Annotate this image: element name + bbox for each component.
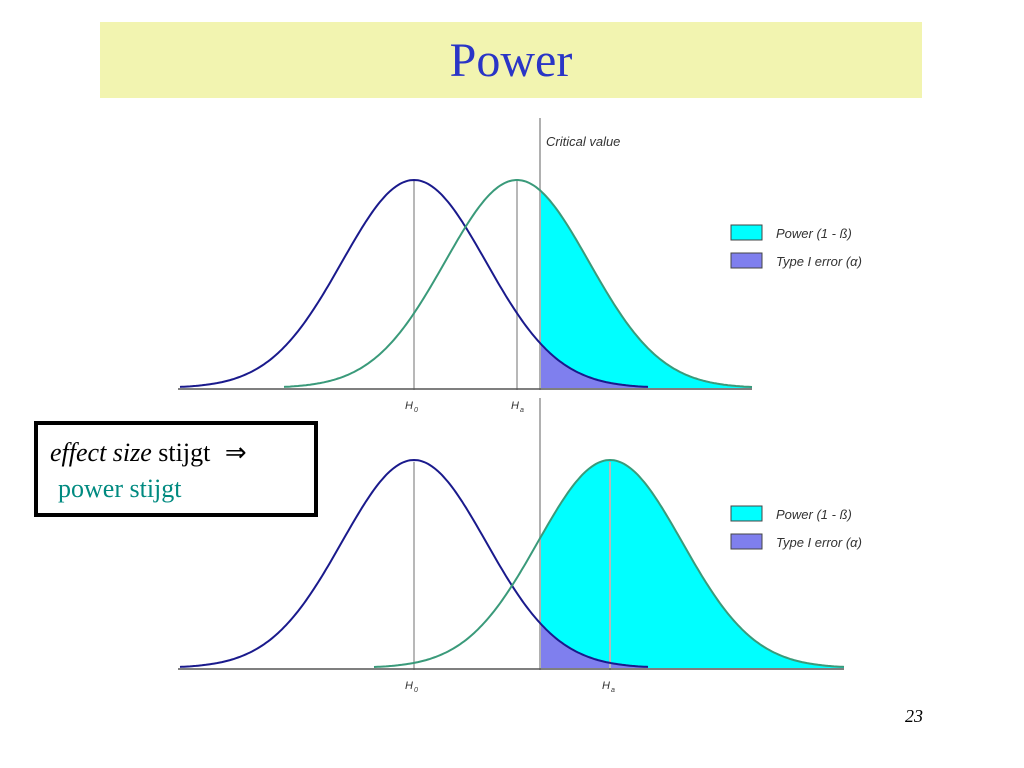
top-h0-label: H: [405, 400, 413, 412]
bottom-legend-power-swatch: [730, 505, 763, 522]
bottom-h0-curve: [179, 458, 649, 668]
bottom-ha-label: H: [602, 680, 610, 692]
top-ha-curve: [283, 179, 753, 388]
critical-value-label: Critical value: [546, 134, 620, 149]
bottom-type1-area: [540, 623, 648, 668]
page-number: 23: [905, 706, 923, 726]
top-ha-sub: a: [520, 407, 524, 414]
implies-arrow-icon: ⇒: [224, 438, 247, 467]
top-legend-power-swatch: [730, 224, 763, 241]
bottom-h0-sub: 0: [414, 687, 418, 694]
top-h0-sub: 0: [414, 407, 418, 414]
slide-title: Power: [449, 33, 573, 87]
top-ha-label: H: [511, 400, 519, 412]
bottom-ha-sub: a: [611, 687, 615, 694]
top-h0-curve: [179, 178, 649, 388]
top-legend-type1-label: Type I error (α): [776, 254, 862, 269]
top-panel: Critical value H 0 H a Power (1 - ß) Typ…: [178, 118, 862, 414]
bottom-panel: H 0 H a Power (1 - ß) Type I error (α): [178, 398, 862, 694]
top-type1-area: [540, 343, 648, 388]
effect-size-callout: effect size stijgt ⇒ power stijgt: [34, 421, 318, 517]
top-legend-type1-swatch: [730, 252, 763, 269]
bottom-legend-type1-label: Type I error (α): [776, 535, 862, 550]
callout-term: effect size: [50, 438, 152, 467]
bottom-power-area: [540, 460, 844, 668]
bottom-ha-curve: [373, 458, 845, 668]
bottom-legend-type1-swatch: [730, 533, 763, 550]
top-legend-power-label: Power (1 - ß): [776, 226, 852, 241]
top-power-area: [540, 190, 752, 388]
title-bar: Power: [100, 22, 922, 98]
bottom-legend-power-label: Power (1 - ß): [776, 507, 852, 522]
bottom-h0-label: H: [405, 680, 413, 692]
callout-verb: stijgt: [158, 438, 211, 467]
callout-result: power stijgt: [58, 474, 182, 503]
